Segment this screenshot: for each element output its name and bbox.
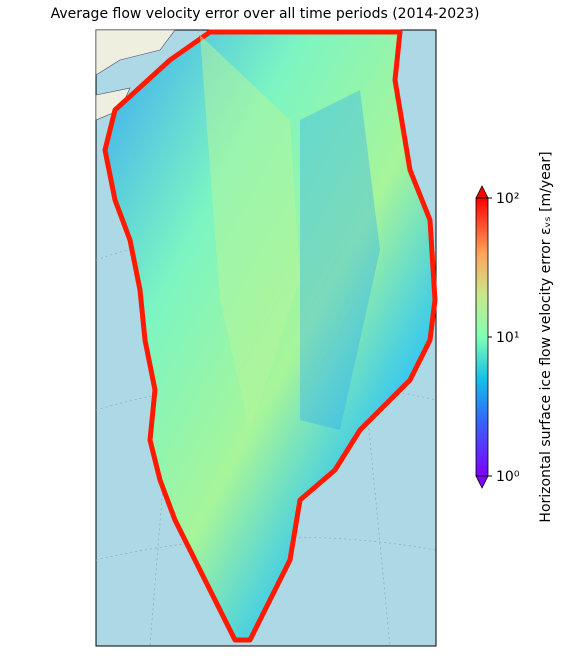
tick-label: 10² [496, 191, 519, 207]
colorbar-body [476, 198, 488, 476]
map-title: Average flow velocity error over all tim… [51, 6, 480, 22]
tick-label: 10¹ [496, 330, 519, 346]
colorbar-label: Horizontal surface ice flow velocity err… [538, 151, 554, 522]
extend-max [475, 185, 489, 199]
extend-min [475, 475, 489, 489]
map [95, 29, 438, 647]
colorbar: 10⁰ 10¹ 10² [475, 185, 520, 489]
tick-label: 10⁰ [496, 469, 520, 485]
